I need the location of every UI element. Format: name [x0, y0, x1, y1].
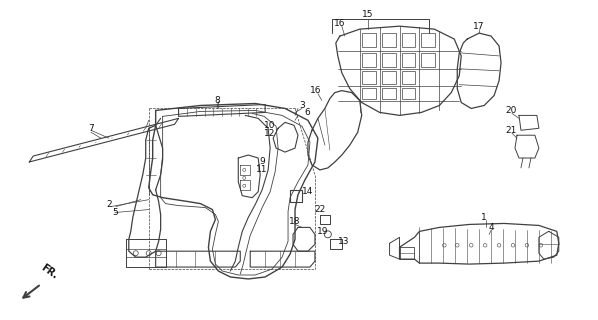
Bar — [401, 71, 416, 84]
Bar — [362, 33, 376, 47]
Bar — [401, 33, 416, 47]
Bar — [382, 71, 395, 84]
Bar — [382, 33, 395, 47]
Text: 10: 10 — [264, 121, 276, 130]
Text: 2: 2 — [106, 200, 112, 209]
Text: 18: 18 — [289, 217, 301, 226]
Text: 9: 9 — [260, 157, 265, 166]
Text: 3: 3 — [299, 101, 305, 110]
Text: 5: 5 — [112, 208, 118, 217]
Text: 6: 6 — [304, 108, 310, 117]
Bar — [362, 88, 376, 99]
Text: 1: 1 — [481, 213, 487, 222]
Bar — [362, 71, 376, 84]
Text: 14: 14 — [302, 187, 313, 196]
Bar — [422, 53, 435, 67]
Bar — [422, 33, 435, 47]
Bar — [401, 53, 416, 67]
Text: 8: 8 — [215, 96, 220, 105]
Text: 19: 19 — [317, 227, 329, 236]
Bar — [382, 88, 395, 99]
Text: 7: 7 — [88, 124, 94, 133]
Text: 16: 16 — [310, 86, 322, 95]
Text: FR.: FR. — [39, 262, 60, 281]
Text: 22: 22 — [315, 205, 325, 214]
Text: 15: 15 — [362, 10, 373, 19]
Text: 4: 4 — [489, 223, 494, 232]
Text: 17: 17 — [474, 22, 485, 31]
Text: 12: 12 — [264, 129, 276, 138]
Text: 16: 16 — [334, 19, 346, 28]
Text: 13: 13 — [338, 237, 350, 246]
Text: 21: 21 — [505, 126, 517, 135]
Text: 11: 11 — [257, 165, 268, 174]
Bar — [401, 88, 416, 99]
Text: 20: 20 — [505, 106, 517, 115]
Bar — [382, 53, 395, 67]
Bar — [362, 53, 376, 67]
